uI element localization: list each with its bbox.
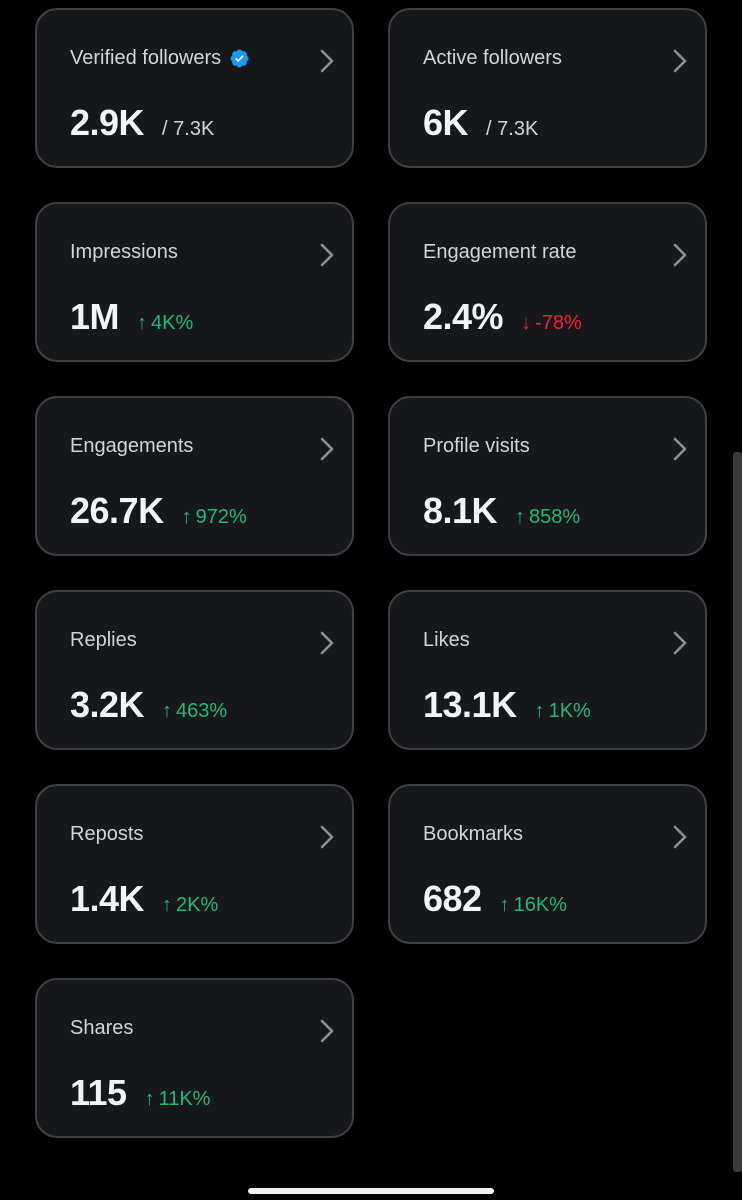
arrow-up-icon: ↑ <box>515 506 526 528</box>
metric-value: 26.7K <box>70 490 164 531</box>
card-likes[interactable]: Likes 13.1K ↑ 1K% <box>388 590 707 750</box>
value-row: 2.4% ↓ -78% <box>423 296 582 338</box>
card-title-row: Verified followers <box>70 47 250 70</box>
card-title-row: Likes <box>423 629 470 652</box>
arrow-up-icon: ↑ <box>162 700 173 722</box>
chevron-right-icon <box>320 631 334 655</box>
card-title-row: Bookmarks <box>423 823 523 846</box>
value-row: 115 ↑ 11K% <box>70 1072 210 1114</box>
chevron-right-icon <box>320 243 334 267</box>
card-title: Reposts <box>70 823 144 845</box>
delta-text: 1K% <box>548 700 591 722</box>
card-title: Replies <box>70 629 137 651</box>
metric-value: 1M <box>70 296 120 337</box>
card-title-row: Profile visits <box>423 435 530 458</box>
value-row: 1M ↑ 4K% <box>70 296 193 338</box>
metric-delta: ↑ 972% <box>182 506 247 529</box>
metric-delta: ↑ 1K% <box>535 700 591 723</box>
chevron-right-icon <box>673 825 687 849</box>
chevron-right-icon <box>673 437 687 461</box>
chevron-right-icon <box>320 437 334 461</box>
card-shares[interactable]: Shares 115 ↑ 11K% <box>35 978 354 1138</box>
card-engagement-rate[interactable]: Engagement rate 2.4% ↓ -78% <box>388 202 707 362</box>
card-title-row: Replies <box>70 629 137 652</box>
card-title: Shares <box>70 1017 134 1039</box>
arrow-up-icon: ↑ <box>499 894 510 916</box>
arrow-up-icon: ↑ <box>181 506 192 528</box>
card-title-row: Active followers <box>423 47 562 70</box>
arrow-up-icon: ↑ <box>144 1088 155 1110</box>
metric-value: 2.9K <box>70 102 145 143</box>
value-row: 3.2K ↑ 463% <box>70 684 227 726</box>
metric-delta: ↓ -78% <box>521 312 582 335</box>
card-title: Engagement rate <box>423 241 577 263</box>
chevron-right-icon <box>673 631 687 655</box>
card-title-row: Engagement rate <box>423 241 576 264</box>
value-row: 2.9K / 7.3K <box>70 102 214 144</box>
metric-value: 682 <box>423 878 482 919</box>
delta-text: 4K% <box>151 312 194 334</box>
card-impressions[interactable]: Impressions 1M ↑ 4K% <box>35 202 354 362</box>
card-title-row: Shares <box>70 1017 133 1040</box>
card-reposts[interactable]: Reposts 1.4K ↑ 2K% <box>35 784 354 944</box>
card-title: Likes <box>423 629 470 651</box>
metric-value: 13.1K <box>423 684 517 725</box>
metric-value: 3.2K <box>70 684 145 725</box>
arrow-up-icon: ↑ <box>137 312 148 334</box>
arrow-up-icon: ↑ <box>534 700 545 722</box>
card-profile-visits[interactable]: Profile visits 8.1K ↑ 858% <box>388 396 707 556</box>
card-title: Impressions <box>70 241 178 263</box>
scrollbar[interactable] <box>733 452 742 1172</box>
metric-delta: ↑ 11K% <box>145 1088 211 1111</box>
card-title-row: Reposts <box>70 823 143 846</box>
delta-text: 16K% <box>513 894 567 916</box>
metric-value: 2.4% <box>423 296 504 337</box>
card-active-followers[interactable]: Active followers 6K / 7.3K <box>388 8 707 168</box>
delta-text: 11K% <box>158 1088 211 1110</box>
card-title: Verified followers <box>70 47 222 69</box>
metric-delta: ↑ 16K% <box>500 894 567 917</box>
metrics-grid: Verified followers 2.9K / 7.3K Active fo… <box>35 8 707 1138</box>
card-verified-followers[interactable]: Verified followers 2.9K / 7.3K <box>35 8 354 168</box>
home-indicator[interactable] <box>248 1188 494 1194</box>
metric-delta: ↑ 463% <box>162 700 227 723</box>
metric-value: 8.1K <box>423 490 498 531</box>
chevron-right-icon <box>673 243 687 267</box>
metric-value: 6K <box>423 102 469 143</box>
delta-text: -78% <box>535 312 582 334</box>
value-row: 6K / 7.3K <box>423 102 538 144</box>
card-replies[interactable]: Replies 3.2K ↑ 463% <box>35 590 354 750</box>
verified-badge-icon <box>230 49 249 68</box>
metric-value: 115 <box>70 1072 127 1113</box>
card-bookmarks[interactable]: Bookmarks 682 ↑ 16K% <box>388 784 707 944</box>
metric-delta: ↑ 4K% <box>137 312 193 335</box>
arrow-down-icon: ↓ <box>521 312 532 334</box>
value-row: 26.7K ↑ 972% <box>70 490 247 532</box>
value-row: 13.1K ↑ 1K% <box>423 684 591 726</box>
card-title: Engagements <box>70 435 194 457</box>
delta-text: 972% <box>195 506 247 528</box>
value-row: 8.1K ↑ 858% <box>423 490 580 532</box>
metric-value: 1.4K <box>70 878 145 919</box>
card-title: Profile visits <box>423 435 530 457</box>
card-engagements[interactable]: Engagements 26.7K ↑ 972% <box>35 396 354 556</box>
delta-text: 858% <box>529 506 581 528</box>
metric-total: / 7.3K <box>486 118 539 140</box>
card-title: Bookmarks <box>423 823 524 845</box>
card-title-row: Impressions <box>70 241 178 264</box>
metric-total: / 7.3K <box>162 118 215 140</box>
arrow-up-icon: ↑ <box>162 894 173 916</box>
metric-delta: ↑ 858% <box>515 506 580 529</box>
card-title: Active followers <box>423 47 562 69</box>
chevron-right-icon <box>320 49 334 73</box>
value-row: 682 ↑ 16K% <box>423 878 567 920</box>
card-title-row: Engagements <box>70 435 193 458</box>
chevron-right-icon <box>320 1019 334 1043</box>
delta-text: 463% <box>176 700 228 722</box>
chevron-right-icon <box>320 825 334 849</box>
metric-delta: ↑ 2K% <box>162 894 218 917</box>
value-row: 1.4K ↑ 2K% <box>70 878 218 920</box>
delta-text: 2K% <box>176 894 219 916</box>
chevron-right-icon <box>673 49 687 73</box>
